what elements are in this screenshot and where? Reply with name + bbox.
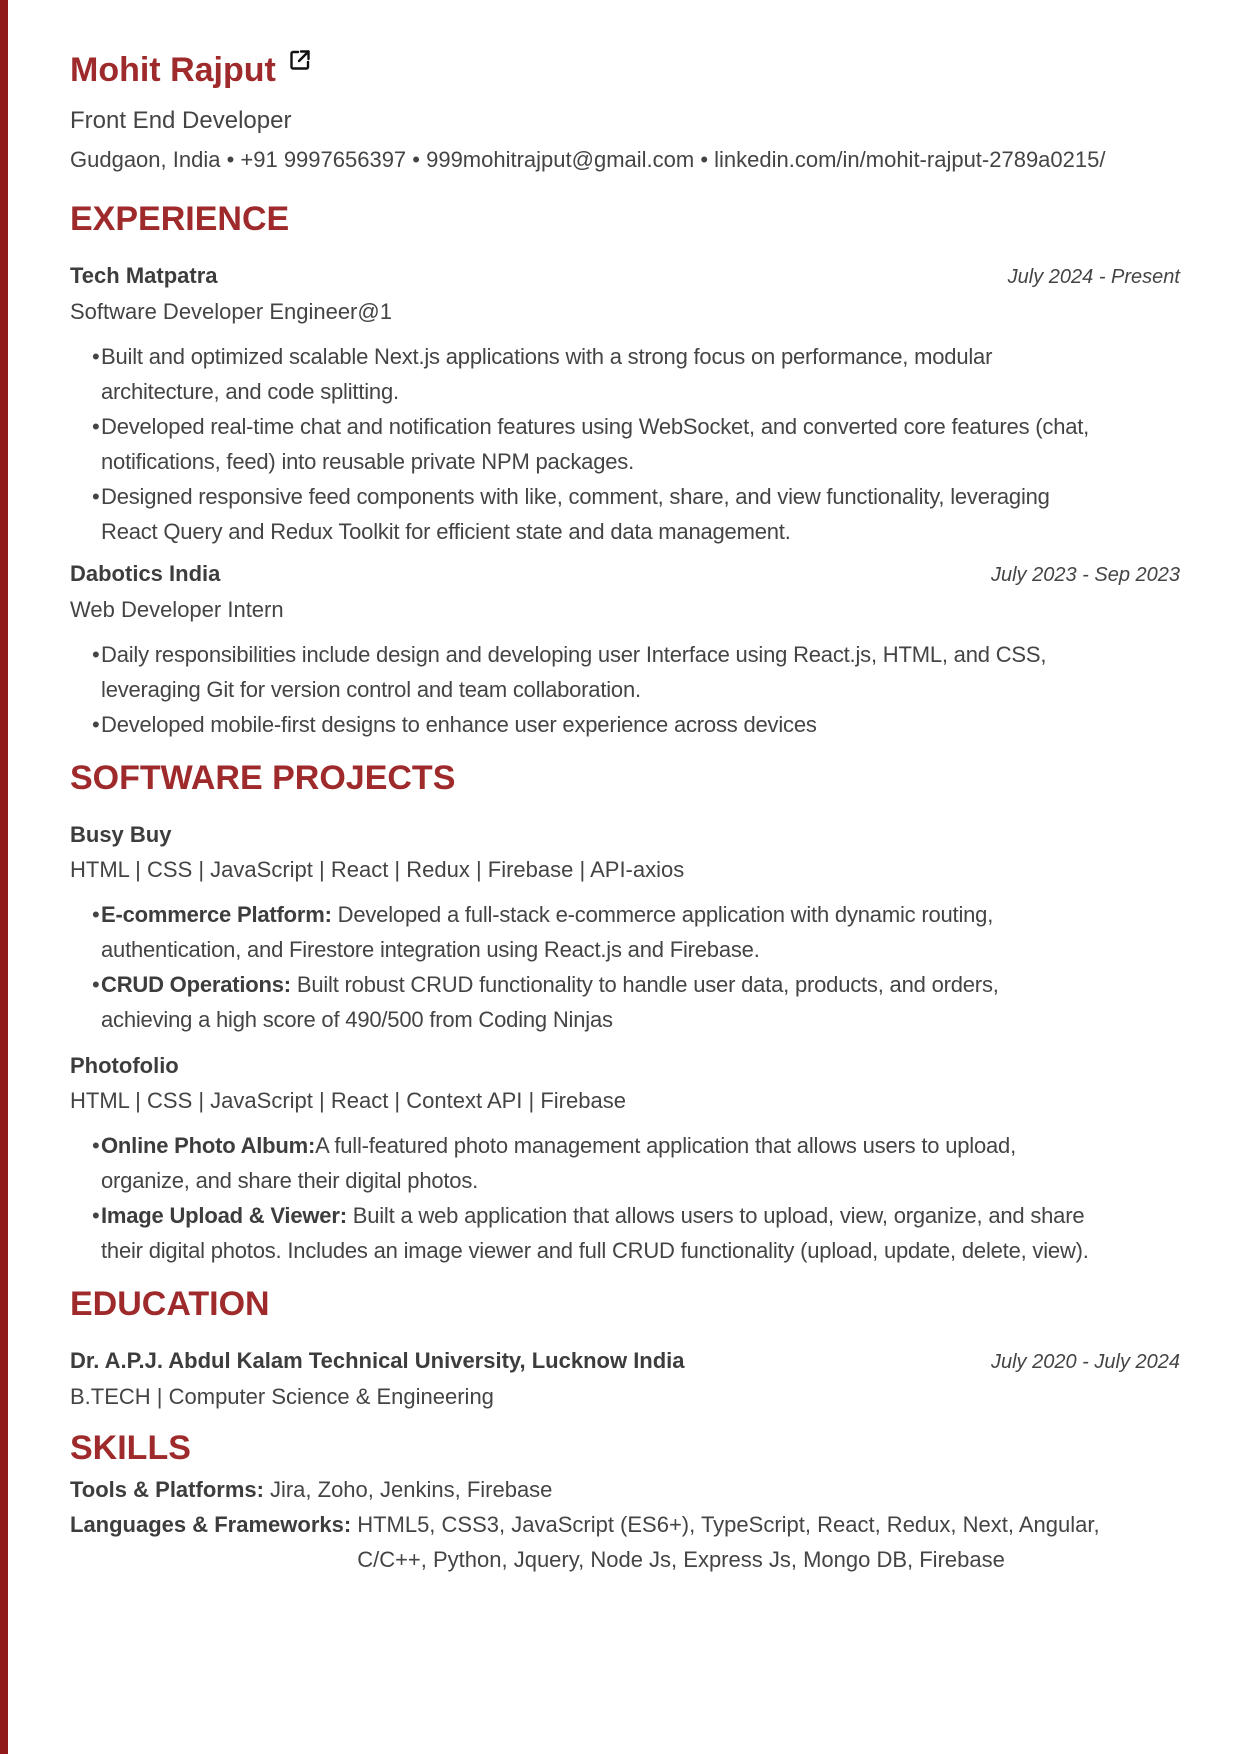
skills-heading: SKILLS	[70, 1429, 191, 1467]
list-item: Built and optimized scalable Next.js app…	[92, 339, 1092, 409]
left-accent-bar	[0, 0, 8, 1754]
company-name: Dabotics India	[70, 561, 221, 586]
company-name: Tech Matpatra	[70, 263, 218, 288]
bullet-label: Online Photo Album:	[101, 1133, 316, 1158]
skill-label: Tools & Platforms:	[70, 1477, 264, 1502]
external-link-icon[interactable]	[288, 48, 312, 72]
job-role: Software Developer Engineer@1	[70, 299, 392, 324]
list-item: Developed mobile-first designs to enhanc…	[92, 707, 1092, 742]
bullet-text: Built a web application that allows user…	[101, 1203, 1089, 1263]
education-header: Dr. A.P.J. Abdul Kalam Technical Univers…	[70, 1346, 1180, 1377]
job-header: Tech Matpatra July 2024 - Present	[70, 261, 1180, 292]
education-heading: EDUCATION	[70, 1285, 270, 1323]
list-item: Image Upload & Viewer: Built a web appli…	[92, 1198, 1092, 1268]
bullet-label: CRUD Operations:	[101, 972, 291, 997]
project-stack: HTML | CSS | JavaScript | React | Contex…	[70, 1088, 626, 1113]
list-item: Developed real-time chat and notificatio…	[92, 409, 1092, 479]
candidate-name: Mohit Rajput	[70, 51, 276, 89]
job-title: Front End Developer	[70, 107, 292, 134]
project-bullets: E-commerce Platform: Developed a full-st…	[70, 897, 1092, 1037]
job-role: Web Developer Intern	[70, 597, 284, 622]
education-dates: July 2020 - July 2024	[990, 1351, 1180, 1373]
skill-value: HTML5, CSS3, JavaScript (ES6+), TypeScri…	[357, 1512, 1100, 1572]
job-tech-matpatra: Tech Matpatra July 2024 - Present Softwa…	[70, 261, 1180, 549]
project-stack: HTML | CSS | JavaScript | React | Redux …	[70, 857, 685, 882]
project-name: Busy Buy	[70, 822, 172, 847]
name-row: Mohit Rajput	[70, 44, 1180, 96]
job-bullets: Built and optimized scalable Next.js app…	[70, 339, 1092, 549]
degree: B.TECH | Computer Science & Engineering	[70, 1384, 494, 1409]
resume-page: Mohit Rajput Front End Developer Gudgaon…	[70, 44, 1180, 1577]
bullet-text: Developed a full-stack e-commerce applic…	[101, 902, 994, 962]
project-name: Photofolio	[70, 1053, 179, 1078]
job-header: Dabotics India July 2023 - Sep 2023	[70, 559, 1180, 590]
skill-tools: Tools & Platforms: Jira, Zoho, Jenkins, …	[70, 1472, 1180, 1507]
skill-label: Languages & Frameworks:	[70, 1512, 352, 1537]
bullet-text: Built robust CRUD functionality to handl…	[101, 972, 999, 1032]
list-item: Online Photo Album:A full-featured photo…	[92, 1128, 1092, 1198]
bullet-text: A full-featured photo management applica…	[101, 1133, 1016, 1193]
project-photofolio: Photofolio HTML | CSS | JavaScript | Rea…	[70, 1051, 1180, 1268]
project-busy-buy: Busy Buy HTML | CSS | JavaScript | React…	[70, 820, 1180, 1037]
contact-line: Gudgaon, India • +91 9997656397 • 999moh…	[70, 147, 1106, 172]
job-dates: July 2023 - Sep 2023	[990, 564, 1180, 586]
job-dates: July 2024 - Present	[1007, 266, 1180, 288]
bullet-label: Image Upload & Viewer:	[101, 1203, 347, 1228]
job-bullets: Daily responsibilities include design an…	[70, 637, 1092, 742]
projects-heading: SOFTWARE PROJECTS	[70, 759, 456, 797]
school-name: Dr. A.P.J. Abdul Kalam Technical Univers…	[70, 1348, 685, 1373]
experience-heading: EXPERIENCE	[70, 200, 290, 238]
list-item: Designed responsive feed components with…	[92, 479, 1092, 549]
skill-languages: Languages & Frameworks: HTML5, CSS3, Jav…	[70, 1507, 1180, 1577]
job-dabotics-india: Dabotics India July 2023 - Sep 2023 Web …	[70, 559, 1180, 742]
skill-value: Jira, Zoho, Jenkins, Firebase	[269, 1477, 553, 1502]
education-entry: Dr. A.P.J. Abdul Kalam Technical Univers…	[70, 1346, 1180, 1412]
bullet-label: E-commerce Platform:	[101, 902, 332, 927]
list-item: Daily responsibilities include design an…	[92, 637, 1092, 707]
list-item: CRUD Operations: Built robust CRUD funct…	[92, 967, 1092, 1037]
list-item: E-commerce Platform: Developed a full-st…	[92, 897, 1092, 967]
project-bullets: Online Photo Album:A full-featured photo…	[70, 1128, 1092, 1268]
